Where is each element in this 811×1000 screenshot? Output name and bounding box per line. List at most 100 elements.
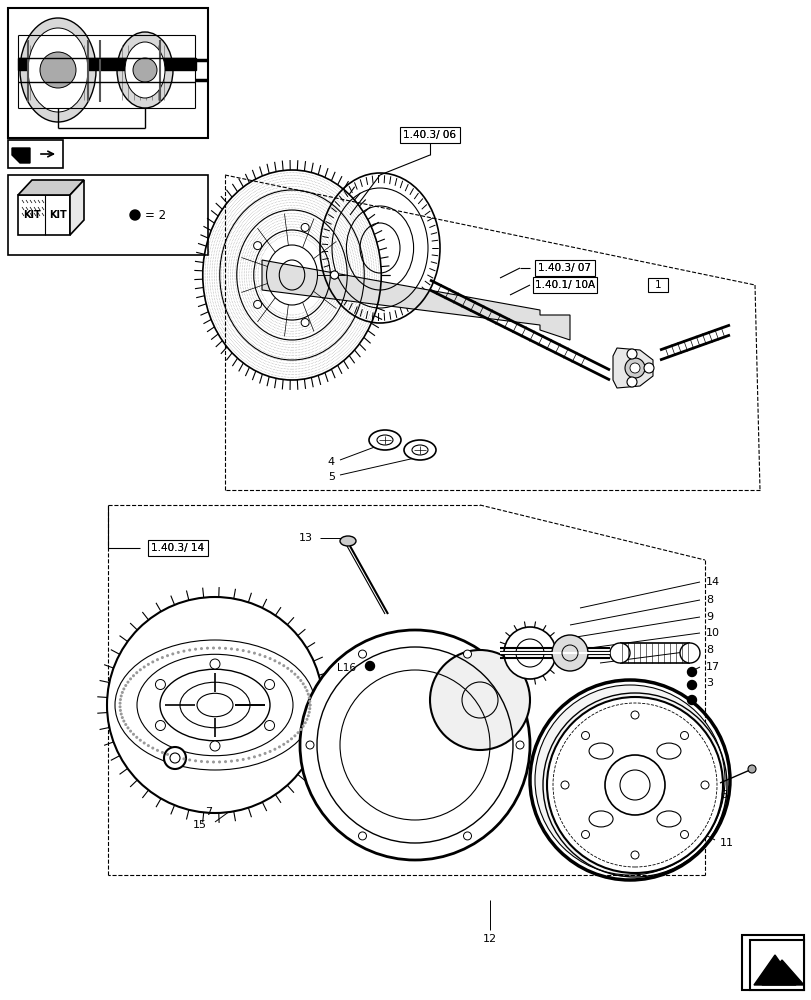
Bar — [8, 175, 208, 255]
Bar — [647, 278, 667, 292]
Ellipse shape — [547, 697, 722, 873]
Circle shape — [297, 676, 298, 678]
Ellipse shape — [609, 643, 629, 663]
Polygon shape — [70, 180, 84, 235]
Text: 1.40.3/ 07: 1.40.3/ 07 — [538, 263, 590, 273]
Circle shape — [687, 680, 696, 690]
Circle shape — [164, 747, 186, 769]
Circle shape — [236, 760, 238, 761]
Ellipse shape — [368, 430, 401, 450]
Text: 1.40.3/ 06: 1.40.3/ 06 — [403, 130, 456, 140]
Polygon shape — [18, 195, 70, 235]
Text: = 2: = 2 — [145, 209, 166, 222]
Circle shape — [218, 761, 220, 763]
Circle shape — [212, 647, 214, 649]
Circle shape — [304, 722, 306, 724]
Circle shape — [306, 719, 307, 720]
Text: 13: 13 — [298, 533, 312, 543]
Circle shape — [155, 720, 165, 730]
Ellipse shape — [376, 435, 393, 445]
Circle shape — [259, 654, 260, 656]
Circle shape — [269, 751, 271, 752]
Circle shape — [125, 724, 127, 725]
Text: 1.40.3/ 07: 1.40.3/ 07 — [538, 263, 590, 273]
Circle shape — [242, 759, 244, 760]
Circle shape — [122, 717, 123, 718]
Circle shape — [123, 720, 125, 722]
Text: L16: L16 — [337, 663, 355, 673]
Circle shape — [307, 693, 309, 695]
Ellipse shape — [656, 743, 680, 759]
Circle shape — [189, 759, 191, 761]
Circle shape — [269, 658, 271, 659]
Circle shape — [358, 650, 366, 658]
Circle shape — [680, 830, 688, 838]
Circle shape — [183, 650, 184, 652]
Circle shape — [358, 832, 366, 840]
Circle shape — [274, 660, 276, 662]
Circle shape — [157, 659, 158, 660]
Circle shape — [290, 670, 292, 672]
Text: KIT: KIT — [23, 210, 41, 220]
Circle shape — [119, 706, 121, 708]
Circle shape — [189, 649, 191, 651]
Circle shape — [122, 692, 123, 693]
Circle shape — [309, 708, 311, 709]
Circle shape — [515, 741, 523, 749]
Circle shape — [230, 760, 232, 762]
Circle shape — [157, 750, 158, 751]
Circle shape — [643, 363, 653, 373]
Circle shape — [119, 710, 121, 711]
Circle shape — [534, 685, 724, 875]
Text: 15: 15 — [193, 820, 207, 830]
Circle shape — [119, 699, 121, 700]
Ellipse shape — [515, 639, 543, 667]
Circle shape — [630, 711, 638, 719]
Polygon shape — [12, 148, 30, 163]
Circle shape — [144, 666, 145, 668]
Text: KIT: KIT — [49, 210, 67, 220]
Circle shape — [264, 753, 265, 754]
Circle shape — [120, 713, 122, 715]
Circle shape — [302, 725, 303, 727]
Bar — [18, 58, 195, 70]
Circle shape — [210, 741, 220, 751]
Circle shape — [307, 715, 309, 717]
Text: 8: 8 — [705, 595, 712, 605]
Text: 1.40.1/ 10A: 1.40.1/ 10A — [534, 280, 594, 290]
Polygon shape — [612, 348, 652, 388]
Circle shape — [119, 702, 121, 704]
Bar — [534, 260, 594, 276]
Text: 1: 1 — [654, 280, 660, 290]
Circle shape — [253, 756, 255, 758]
Polygon shape — [753, 955, 795, 985]
Circle shape — [120, 695, 122, 697]
Ellipse shape — [411, 445, 427, 455]
Circle shape — [306, 741, 314, 749]
Ellipse shape — [20, 18, 96, 122]
Circle shape — [747, 765, 755, 773]
Circle shape — [152, 661, 153, 663]
Circle shape — [207, 647, 208, 649]
Ellipse shape — [125, 42, 165, 98]
Circle shape — [294, 673, 295, 675]
Circle shape — [123, 688, 125, 690]
Circle shape — [248, 651, 250, 653]
Ellipse shape — [679, 643, 699, 663]
Circle shape — [687, 696, 696, 704]
Circle shape — [127, 727, 129, 729]
Circle shape — [309, 704, 311, 706]
Circle shape — [278, 746, 280, 748]
Circle shape — [286, 668, 288, 669]
Ellipse shape — [504, 627, 556, 679]
Bar — [8, 8, 208, 138]
Circle shape — [259, 754, 260, 756]
Circle shape — [155, 680, 165, 690]
Circle shape — [463, 650, 471, 658]
Text: 1.40.3/ 06: 1.40.3/ 06 — [403, 130, 456, 140]
Text: 12: 12 — [483, 934, 496, 944]
Circle shape — [169, 753, 180, 763]
Circle shape — [132, 733, 134, 735]
Text: 17: 17 — [705, 662, 719, 672]
Bar — [741, 935, 803, 990]
